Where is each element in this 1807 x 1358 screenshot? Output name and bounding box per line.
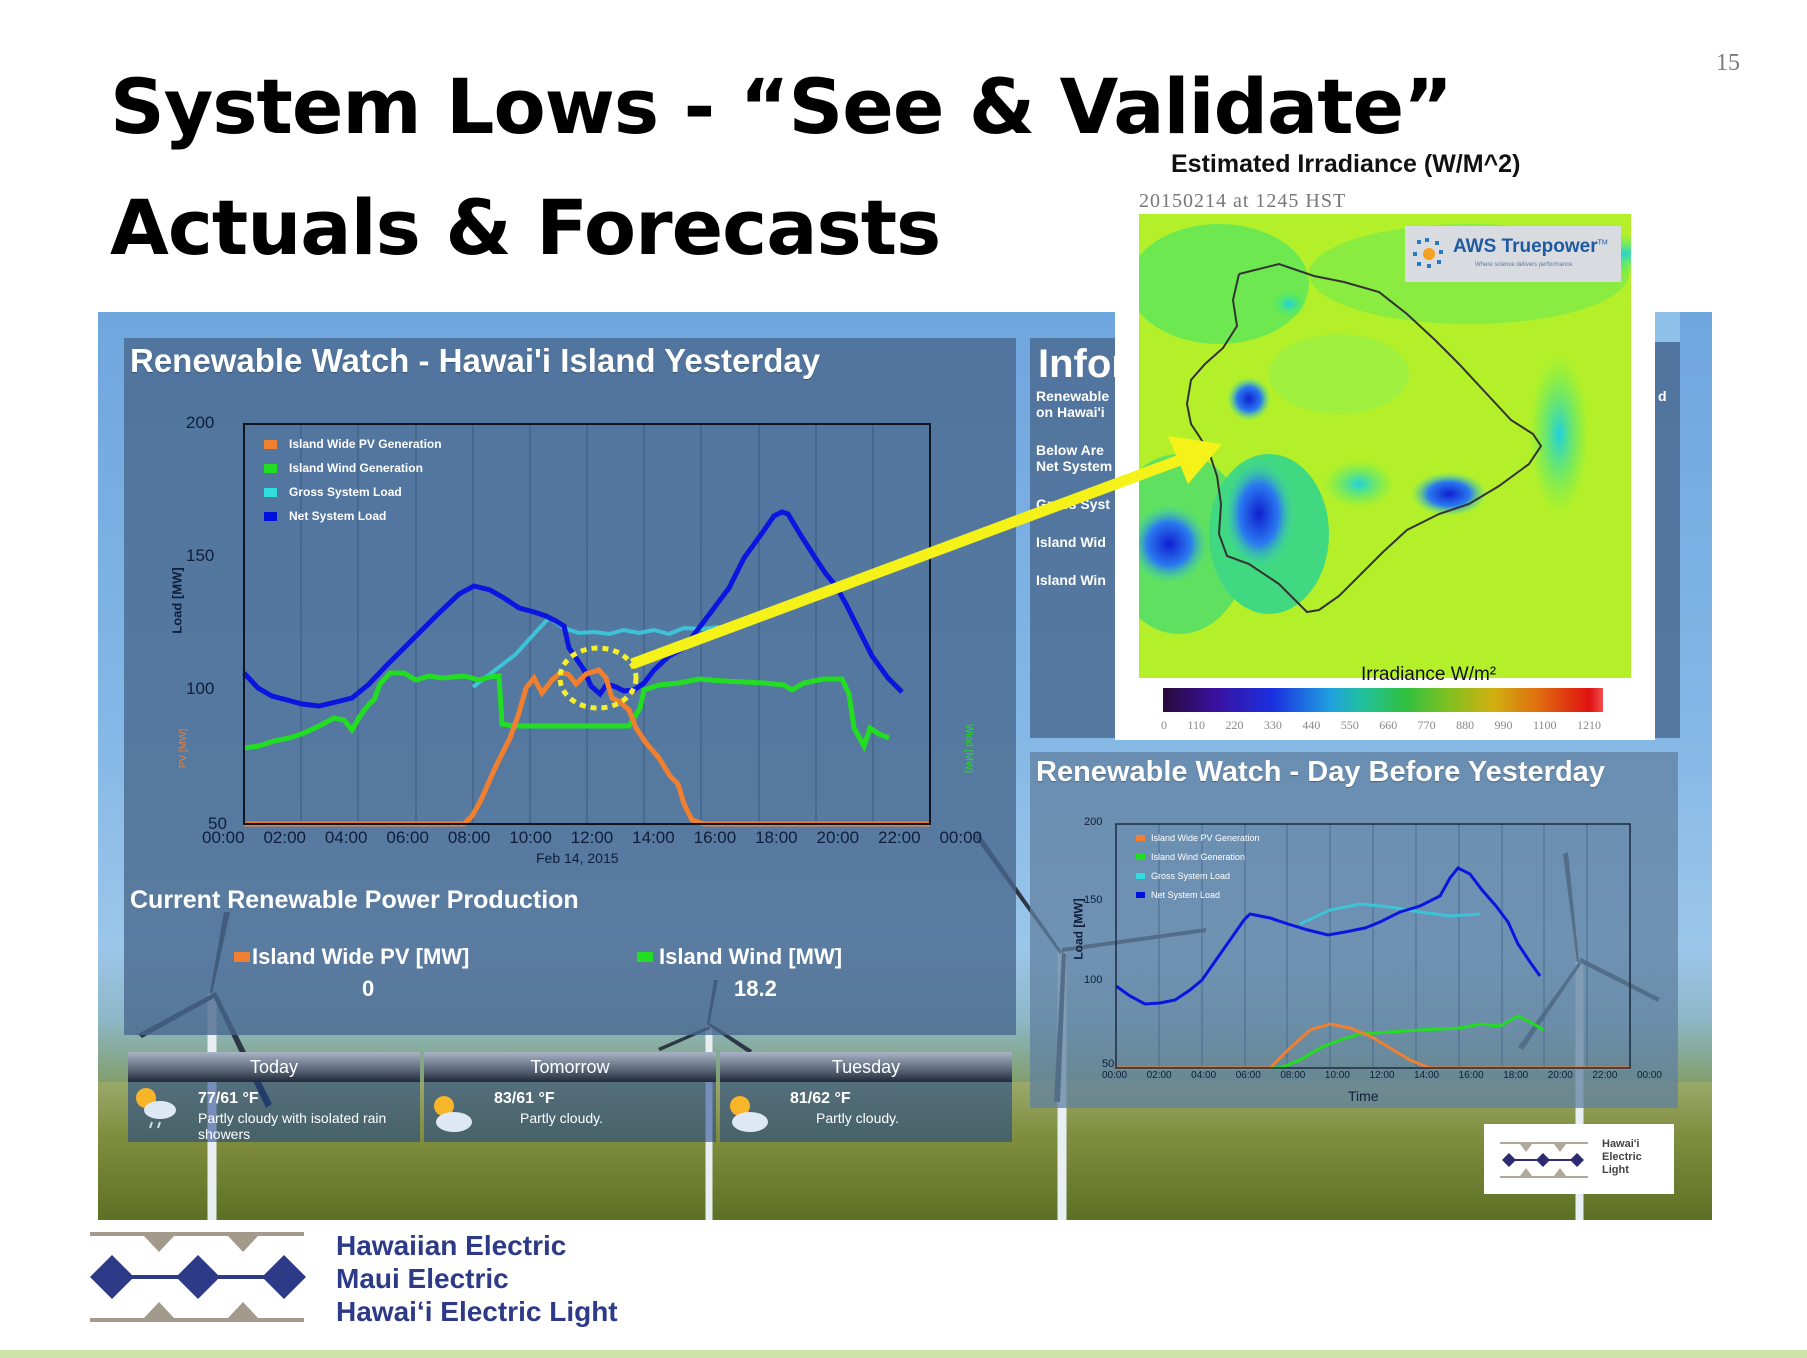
pv-production-value: 0 [362,976,375,1001]
yesterday-legend: Island Wide PV Generation Island Wind Ge… [264,432,442,528]
x-axis-date: Feb 14, 2015 [536,850,619,866]
sun-cloud-icon [434,1096,472,1132]
weather-today: Today 77/61 °F Partly cloudy with isolat… [128,1052,420,1142]
day-before-panel: Renewable Watch - Day Before Yesterday 2… [1030,752,1678,1108]
hel-logo-mark [1500,1142,1588,1178]
weather-tomorrow: Tomorrow 83/61 °F Partly cloudy. [424,1052,716,1142]
y-axis-label: Load [MW] [169,567,185,634]
aws-logo-icon [1413,238,1443,268]
pv-production-label: Island Wide PV [MW] [234,944,469,970]
wind-production-label: Island Wind [MW] [637,944,842,970]
hawaiian-electric-logo-mark [90,1232,306,1322]
wind-axis-label: Wind [MW] [962,724,974,773]
y-tick-150: 150 [186,546,215,565]
irradiance-timestamp: 20150214 at 1245 HST [1139,190,1347,212]
day-before-chart [1115,823,1631,1070]
legend-item-gross-load: Gross System Load [264,480,442,504]
bg-strip [1654,312,1680,342]
y-tick-100: 100 [186,679,215,698]
y-tick-200: 200 [186,413,215,432]
legend-item-wind: Island Wind Generation [264,456,442,480]
info-panel-title: Infor [1038,342,1127,386]
slide-title-line1: System Lows - “See & Validate” [110,62,1453,151]
x-axis-ticks: 00:00 02:00 04:00 06:00 08:00 10:00 12:0… [202,828,982,847]
day-before-panel-title: Renewable Watch - Day Before Yesterday [1036,756,1605,788]
highlight-circle [557,645,639,711]
wind-production-value: 18.2 [734,976,777,1001]
yesterday-panel-title: Renewable Watch - Hawai'i Island Yesterd… [130,342,821,379]
weather-forecast: Today 77/61 °F Partly cloudy with isolat… [128,1052,1016,1142]
pv-axis-label: PV [MW] [178,728,190,769]
sun-cloud-icon [730,1096,768,1132]
irradiance-map [1139,214,1631,678]
hel-small-logo-text: Hawai'i Electric Light [1602,1138,1642,1176]
irradiance-colorbar [1163,688,1603,712]
sun-cloud-rain-icon [136,1088,176,1129]
y-tick-50: 50 [208,814,227,833]
aws-truepower-logo: AWS TruepowerTM Where science delivers p… [1405,226,1621,282]
yesterday-panel: Renewable Watch - Hawai'i Island Yesterd… [124,338,1016,1035]
wind-color-swatch [637,952,653,962]
hel-small-logo: Hawai'i Electric Light [1484,1124,1674,1194]
weather-tuesday: Tuesday 81/62 °F Partly cloudy. [720,1052,1012,1142]
current-production-title: Current Renewable Power Production [130,886,579,914]
legend-item-net-load: Net System Load [264,504,442,528]
pv-color-swatch [234,952,250,962]
yesterday-chart [242,423,931,827]
colorbar-ticks: 0 110 220 330 440 550 660 770 880 990 1100 1210 [1161,718,1601,732]
day-before-y-label: Load [MW] [1071,898,1086,960]
page-number: 15 [1716,50,1740,76]
footer-company-names: Hawaiian Electric Maui Electric Hawaiʻi … [336,1230,618,1327]
irradiance-title: Estimated Irradiance (W/M^2) [1171,150,1521,178]
day-before-x-ticks: 00:00 02:00 04:00 06:00 08:00 10:00 12:00 14:… [1102,1070,1662,1081]
footer-rule [0,1350,1807,1358]
legend-item-pv: Island Wide PV Generation [264,432,442,456]
irradiance-map-card: Estimated Irradiance (W/M^2) 20150214 at… [1115,148,1655,740]
colorbar-label: Irradiance W/m² [1361,664,1497,685]
day-before-x-label: Time [1348,1088,1379,1104]
slide-title-line2: Actuals & Forecasts [110,183,941,272]
day-before-legend: Island Wide PV Generation Island Wind Ge… [1136,828,1260,904]
